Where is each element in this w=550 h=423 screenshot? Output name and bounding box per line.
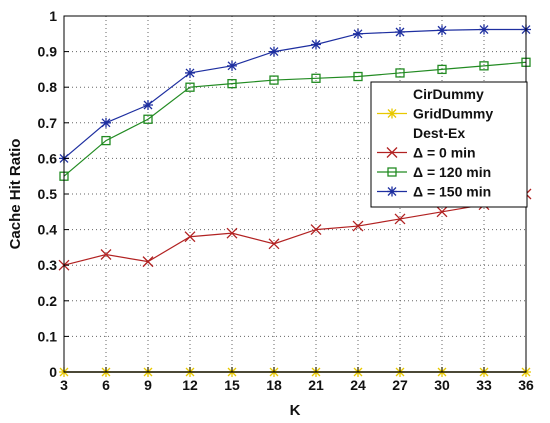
data-point (311, 73, 321, 83)
legend-label: Δ = 120 min (413, 164, 491, 180)
series-line (63, 61, 527, 177)
legend-label: Δ = 150 min (413, 184, 491, 200)
data-point (226, 227, 238, 239)
y-tick-label: 1 (49, 8, 57, 24)
legend-marker (387, 186, 397, 197)
data-point (395, 27, 405, 38)
legend-label: CirDummy (413, 86, 484, 102)
legend-item: Δ = 0 min (377, 145, 476, 161)
x-tick-label: 9 (144, 377, 152, 393)
data-point (311, 39, 321, 50)
data-point (394, 213, 406, 225)
x-tick-label: 30 (434, 377, 450, 393)
y-axis-label: Cache Hit Ratio (7, 139, 24, 250)
x-tick-label: 15 (224, 377, 240, 393)
legend: CirDummy GridDummy Dest-Ex Δ = 0 min Δ = 120… (370, 81, 528, 208)
data-point (395, 68, 405, 78)
y-tick-label: 0.8 (38, 79, 58, 95)
data-point (100, 249, 112, 260)
series-line (63, 193, 527, 266)
legend-item: Δ = 150 min (377, 184, 491, 200)
data-point (479, 24, 489, 35)
data-point (437, 64, 447, 75)
data-point (479, 61, 489, 71)
legend-item: GridDummy (377, 106, 493, 122)
legend-label: Dest-Ex (413, 125, 465, 141)
data-point (437, 25, 447, 36)
x-tick-label: 18 (266, 377, 282, 393)
data-point (353, 71, 363, 82)
x-tick-label: 33 (476, 377, 492, 393)
x-tick-label: 21 (308, 377, 324, 393)
data-point (268, 238, 280, 250)
data-point (436, 206, 448, 218)
legend-label: GridDummy (413, 106, 493, 122)
x-tick-label: 12 (182, 377, 198, 393)
legend-marker (386, 147, 398, 158)
axis-ticks: 3 6 9 12 15 18 21 24 27 30 33 3600.10.20.30.40.50.6… (38, 8, 534, 393)
y-tick-label: 0.1 (38, 328, 58, 344)
data-point (310, 224, 322, 236)
x-tick-label: 36 (518, 377, 534, 393)
data-point (185, 67, 195, 78)
y-tick-label: 0.7 (38, 115, 58, 131)
data-point (185, 82, 195, 92)
x-tick-label: 3 (60, 377, 68, 393)
data-point (143, 100, 153, 110)
y-tick-label: 0 (49, 364, 57, 380)
data-point (101, 117, 111, 128)
x-tick-label: 27 (392, 377, 408, 393)
data-point (101, 135, 111, 146)
legend-item: Δ = 120 min (377, 164, 491, 180)
data-point (143, 114, 153, 124)
legend-label: Δ = 0 min (413, 145, 476, 161)
data-point (227, 78, 237, 89)
legend-box (370, 81, 528, 208)
y-tick-label: 0.6 (38, 150, 58, 166)
data-point (353, 28, 363, 39)
legend-marker (387, 167, 397, 177)
data-point (227, 60, 237, 71)
series-3 (58, 188, 532, 271)
data-point (352, 220, 364, 232)
data-point (184, 231, 196, 243)
legend-item: CirDummy (413, 86, 484, 102)
y-tick-label: 0.2 (38, 293, 58, 309)
x-tick-label: 6 (102, 377, 110, 393)
data-point (269, 46, 279, 57)
legend-item: Dest-Ex (413, 125, 465, 141)
y-tick-label: 0.3 (38, 257, 58, 273)
y-tick-label: 0.5 (38, 186, 58, 202)
y-tick-label: 0.9 (38, 44, 58, 60)
series-line (63, 28, 526, 159)
y-tick-label: 0.4 (38, 222, 58, 238)
legend-marker (387, 108, 397, 119)
data-point (269, 75, 279, 85)
x-tick-label: 24 (350, 377, 366, 393)
x-axis-label: K (290, 402, 301, 419)
data-point (142, 256, 154, 268)
